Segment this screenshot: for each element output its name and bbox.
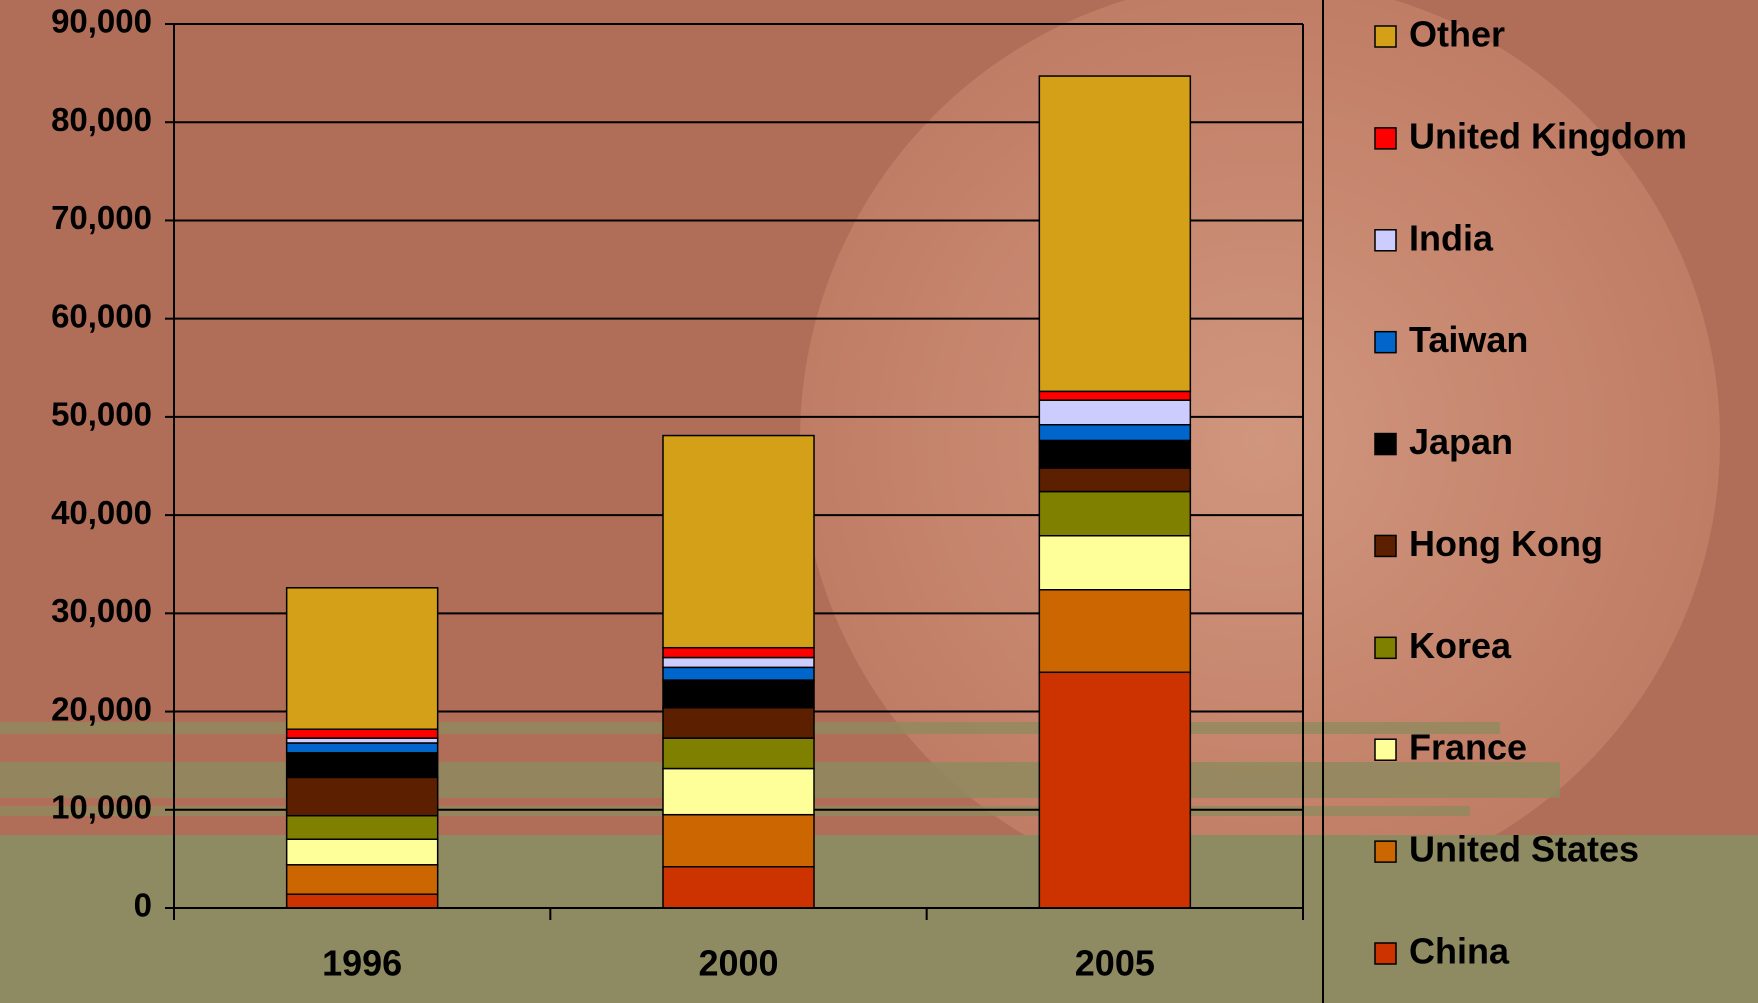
y-tick-label: 10,000 — [51, 788, 152, 825]
bar-segment — [662, 706, 815, 739]
legend-swatch — [1374, 127, 1397, 150]
legend: Other United Kingdom India Taiwan Japan Hong … — [1374, 14, 1687, 972]
bar-segment — [1038, 490, 1192, 537]
bar-segment — [1038, 589, 1192, 674]
bar-segment — [285, 864, 439, 895]
bar-segment — [285, 587, 439, 730]
bar-segment — [662, 865, 815, 909]
bar-segment — [1038, 467, 1192, 493]
plot-area: 0 10,000 20,000 30,000 40,000 50,000 60,000 70,… — [51, 3, 1304, 984]
bar-segment — [662, 646, 815, 659]
bar-segment — [1038, 75, 1192, 393]
legend-swatch — [1374, 432, 1397, 456]
legend-label: Taiwan — [1409, 319, 1528, 360]
bar-segment — [662, 656, 815, 669]
legend-label: United States — [1409, 829, 1639, 870]
x-tick-label: 1996 — [322, 943, 402, 984]
bar-segment — [662, 813, 815, 868]
bar-segment — [662, 767, 815, 816]
y-tick-label: 0 — [134, 887, 152, 924]
legend-label: United Kingdom — [1409, 115, 1687, 156]
bar-segment — [662, 666, 815, 681]
bar-segment — [285, 893, 439, 909]
legend-swatch — [1374, 25, 1397, 48]
legend-label: Hong Kong — [1409, 523, 1603, 564]
bar-segment — [1038, 399, 1192, 426]
bar-segment — [662, 737, 815, 770]
bar-segment — [285, 728, 439, 739]
bar-segment — [1038, 390, 1192, 401]
bar-segment — [1038, 534, 1192, 591]
legend-swatch — [1374, 534, 1397, 558]
bar-segment — [285, 742, 439, 754]
y-tick-label: 50,000 — [51, 396, 152, 433]
bar-segment — [285, 838, 439, 866]
bar-segment — [1038, 439, 1192, 469]
x-tick-label: 2005 — [1075, 943, 1155, 984]
y-tick-label: 80,000 — [51, 101, 152, 138]
legend-swatch — [1374, 942, 1397, 965]
legend-label: France — [1409, 727, 1527, 768]
y-tick-label: 30,000 — [51, 592, 152, 629]
x-tick-label: 2000 — [698, 943, 778, 984]
legend-label: Korea — [1409, 625, 1512, 666]
y-tick-label: 70,000 — [51, 199, 152, 236]
legend-label: Other — [1409, 14, 1505, 55]
bar-segment — [1038, 423, 1192, 442]
legend-label: India — [1409, 217, 1494, 258]
legend-swatch — [1374, 636, 1397, 660]
y-tick-label: 20,000 — [51, 690, 152, 727]
legend-swatch — [1374, 229, 1397, 252]
bar-segment — [662, 434, 815, 649]
legend-swatch — [1374, 840, 1397, 863]
legend-label: China — [1409, 931, 1510, 972]
legend-label: Japan — [1409, 421, 1513, 462]
bar-segment — [285, 814, 439, 840]
bar-segment — [285, 776, 439, 817]
y-tick-label: 60,000 — [51, 297, 152, 334]
bar-segment — [1038, 671, 1192, 909]
y-tick-label: 40,000 — [51, 494, 152, 531]
legend-swatch — [1374, 330, 1397, 354]
bar-segment — [285, 752, 439, 779]
y-tick-label: 90,000 — [51, 3, 152, 40]
legend-swatch — [1374, 738, 1397, 761]
bar-segment — [662, 679, 815, 709]
